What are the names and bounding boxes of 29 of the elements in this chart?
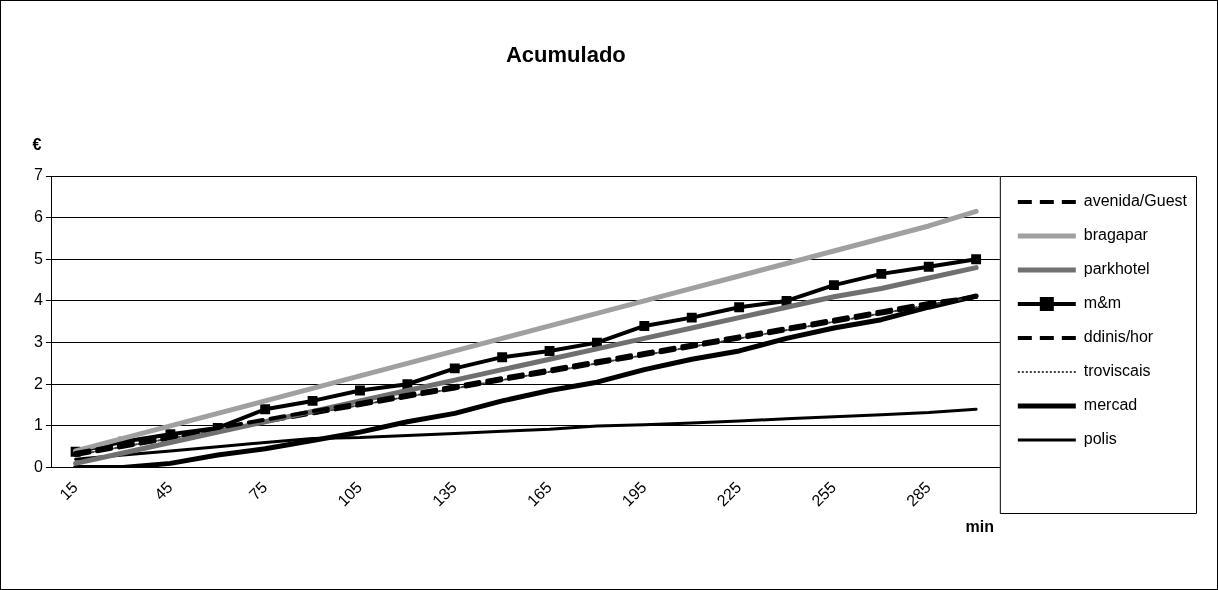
x-tick-label: 15 [56, 478, 81, 504]
x-tick-label: 135 [429, 478, 461, 510]
legend-label: polis [1083, 430, 1117, 448]
x-tick-label: 75 [245, 478, 271, 504]
y-tick-label: 4 [33, 291, 43, 309]
legend-label: avenida/Guest [1083, 192, 1188, 210]
y-tick-label: 2 [33, 374, 43, 392]
x-tick-label: 195 [618, 478, 650, 510]
y-tick-label: 5 [33, 249, 43, 267]
x-tick-label: 255 [808, 478, 840, 510]
x-tick-label: 45 [151, 478, 176, 504]
x-tick-label: 165 [523, 478, 555, 510]
x-tick-label: 105 [334, 478, 366, 510]
legend-label: parkhotel [1083, 260, 1150, 278]
y-tick-label: 6 [33, 208, 43, 226]
x-tick-label: 285 [903, 478, 935, 510]
y-tick-label: 1 [33, 416, 43, 434]
y-tick-label: 7 [33, 166, 43, 184]
x-axis-title: min [965, 517, 995, 535]
legend-label: m&m [1083, 294, 1122, 312]
chart-title: Acumulado [505, 42, 626, 68]
legend-label: bragapar [1083, 226, 1149, 244]
y-axis-title: € [32, 136, 42, 154]
legend-label: troviscais [1083, 362, 1151, 380]
legend-label: ddinis/hor [1083, 328, 1154, 346]
y-tick-label: 0 [33, 457, 43, 475]
legend-label: mercad [1083, 396, 1138, 414]
y-tick-label: 3 [33, 333, 43, 350]
x-tick-label: 225 [713, 478, 745, 510]
